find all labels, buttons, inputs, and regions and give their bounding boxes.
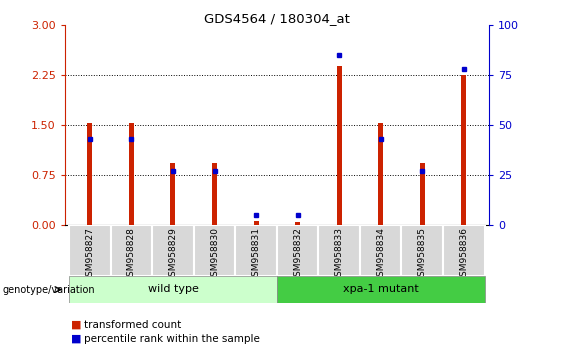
Bar — [420, 164, 425, 225]
Bar — [69, 276, 277, 303]
Bar — [378, 123, 383, 225]
Bar — [277, 276, 485, 303]
Text: GDS4564 / 180304_at: GDS4564 / 180304_at — [204, 12, 350, 25]
Text: GSM958836: GSM958836 — [459, 227, 468, 282]
Bar — [212, 163, 217, 225]
Bar — [360, 225, 402, 276]
Bar — [69, 225, 111, 276]
Text: percentile rank within the sample: percentile rank within the sample — [84, 334, 259, 344]
Text: GSM958834: GSM958834 — [376, 227, 385, 282]
Bar — [461, 75, 466, 225]
Text: GSM958829: GSM958829 — [168, 227, 177, 282]
Text: GSM958827: GSM958827 — [85, 227, 94, 282]
Text: wild type: wild type — [147, 284, 198, 295]
Bar — [277, 225, 319, 276]
Bar — [337, 66, 342, 225]
Bar — [194, 225, 235, 276]
Bar — [402, 225, 443, 276]
Text: xpa-1 mutant: xpa-1 mutant — [343, 284, 419, 295]
Text: ■: ■ — [71, 334, 81, 344]
Bar — [319, 225, 360, 276]
Bar — [111, 225, 152, 276]
Bar — [171, 164, 176, 225]
Text: GSM958832: GSM958832 — [293, 227, 302, 282]
Text: GSM958835: GSM958835 — [418, 227, 427, 282]
Bar — [129, 124, 134, 225]
Bar — [295, 222, 300, 225]
Text: ■: ■ — [71, 320, 81, 330]
Bar — [254, 222, 259, 225]
Text: GSM958833: GSM958833 — [334, 227, 344, 282]
Text: GSM958828: GSM958828 — [127, 227, 136, 282]
Text: GSM958830: GSM958830 — [210, 227, 219, 282]
Bar — [235, 225, 277, 276]
Text: transformed count: transformed count — [84, 320, 181, 330]
Text: GSM958831: GSM958831 — [251, 227, 260, 282]
Bar — [152, 225, 194, 276]
Bar — [443, 225, 485, 276]
Text: genotype/variation: genotype/variation — [3, 285, 95, 295]
Bar — [88, 124, 93, 225]
